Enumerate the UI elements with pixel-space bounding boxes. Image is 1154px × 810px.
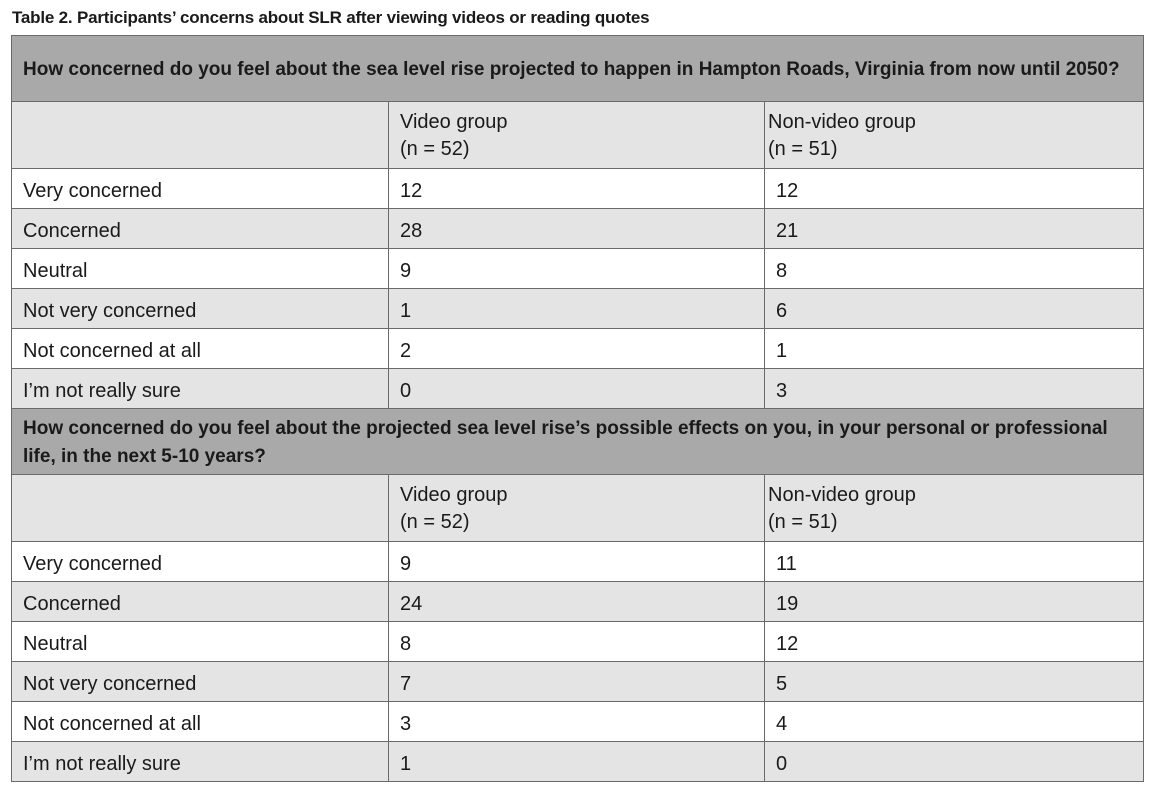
- table-row: I’m not really sure 1 0: [11, 741, 1144, 782]
- group-n: (n = 51): [768, 511, 838, 533]
- group-header-row: Video group (n = 52) Non-video group (n …: [11, 474, 1144, 542]
- response-label: I’m not really sure: [11, 368, 389, 409]
- section-question: How concerned do you feel about the proj…: [11, 408, 1144, 475]
- video-count: 24: [388, 581, 765, 622]
- nonvideo-group-header: Non-video group (n = 51): [764, 101, 1144, 169]
- response-label: Not concerned at all: [11, 328, 389, 369]
- table-caption: Table 2. Participants’ concerns about SL…: [12, 8, 650, 27]
- video-group-header: Video group (n = 52): [388, 474, 765, 542]
- video-count: 9: [388, 248, 765, 289]
- nonvideo-count: 6: [764, 288, 1144, 329]
- header-blank-cell: [11, 101, 389, 169]
- nonvideo-count: 12: [764, 168, 1144, 209]
- video-count: 12: [388, 168, 765, 209]
- group-name: Non-video group: [768, 484, 916, 506]
- video-count: 3: [388, 701, 765, 742]
- response-label: Very concerned: [11, 168, 389, 209]
- table-row: Not very concerned 1 6: [11, 288, 1144, 329]
- nonvideo-count: 1: [764, 328, 1144, 369]
- group-name: Non-video group: [768, 111, 916, 133]
- video-count: 7: [388, 661, 765, 702]
- response-label: Not very concerned: [11, 661, 389, 702]
- video-count: 0: [388, 368, 765, 409]
- response-label: Neutral: [11, 248, 389, 289]
- group-n: (n = 52): [400, 138, 470, 160]
- nonvideo-count: 19: [764, 581, 1144, 622]
- response-label: Not concerned at all: [11, 701, 389, 742]
- table-row: I’m not really sure 0 3: [11, 368, 1144, 409]
- nonvideo-count: 4: [764, 701, 1144, 742]
- table-row: Not concerned at all 2 1: [11, 328, 1144, 369]
- nonvideo-count: 5: [764, 661, 1144, 702]
- video-count: 1: [388, 741, 765, 782]
- video-count: 8: [388, 621, 765, 662]
- table-row: Concerned 24 19: [11, 581, 1144, 622]
- section-question-row: How concerned do you feel about the proj…: [11, 408, 1144, 475]
- group-name: Video group: [400, 111, 508, 133]
- nonvideo-count: 12: [764, 621, 1144, 662]
- table-row: Very concerned 9 11: [11, 541, 1144, 582]
- table-row: Neutral 9 8: [11, 248, 1144, 289]
- video-count: 28: [388, 208, 765, 249]
- video-group-header: Video group (n = 52): [388, 101, 765, 169]
- section-question: How concerned do you feel about the sea …: [11, 35, 1144, 102]
- group-header-row: Video group (n = 52) Non-video group (n …: [11, 101, 1144, 169]
- video-count: 2: [388, 328, 765, 369]
- response-label: Very concerned: [11, 541, 389, 582]
- concerns-table: How concerned do you feel about the sea …: [11, 35, 1144, 782]
- response-label: I’m not really sure: [11, 741, 389, 782]
- video-count: 1: [388, 288, 765, 329]
- response-label: Not very concerned: [11, 288, 389, 329]
- header-blank-cell: [11, 474, 389, 542]
- nonvideo-count: 11: [764, 541, 1144, 582]
- table-row: Very concerned 12 12: [11, 168, 1144, 209]
- nonvideo-count: 0: [764, 741, 1144, 782]
- nonvideo-count: 21: [764, 208, 1144, 249]
- nonvideo-group-header: Non-video group (n = 51): [764, 474, 1144, 542]
- nonvideo-count: 3: [764, 368, 1144, 409]
- response-label: Concerned: [11, 581, 389, 622]
- table-row: Concerned 28 21: [11, 208, 1144, 249]
- section-question-row: How concerned do you feel about the sea …: [11, 35, 1144, 102]
- group-name: Video group: [400, 484, 508, 506]
- video-count: 9: [388, 541, 765, 582]
- table-row: Not concerned at all 3 4: [11, 701, 1144, 742]
- table-row: Not very concerned 7 5: [11, 661, 1144, 702]
- nonvideo-count: 8: [764, 248, 1144, 289]
- group-n: (n = 52): [400, 511, 470, 533]
- response-label: Neutral: [11, 621, 389, 662]
- group-n: (n = 51): [768, 138, 838, 160]
- response-label: Concerned: [11, 208, 389, 249]
- table-row: Neutral 8 12: [11, 621, 1144, 662]
